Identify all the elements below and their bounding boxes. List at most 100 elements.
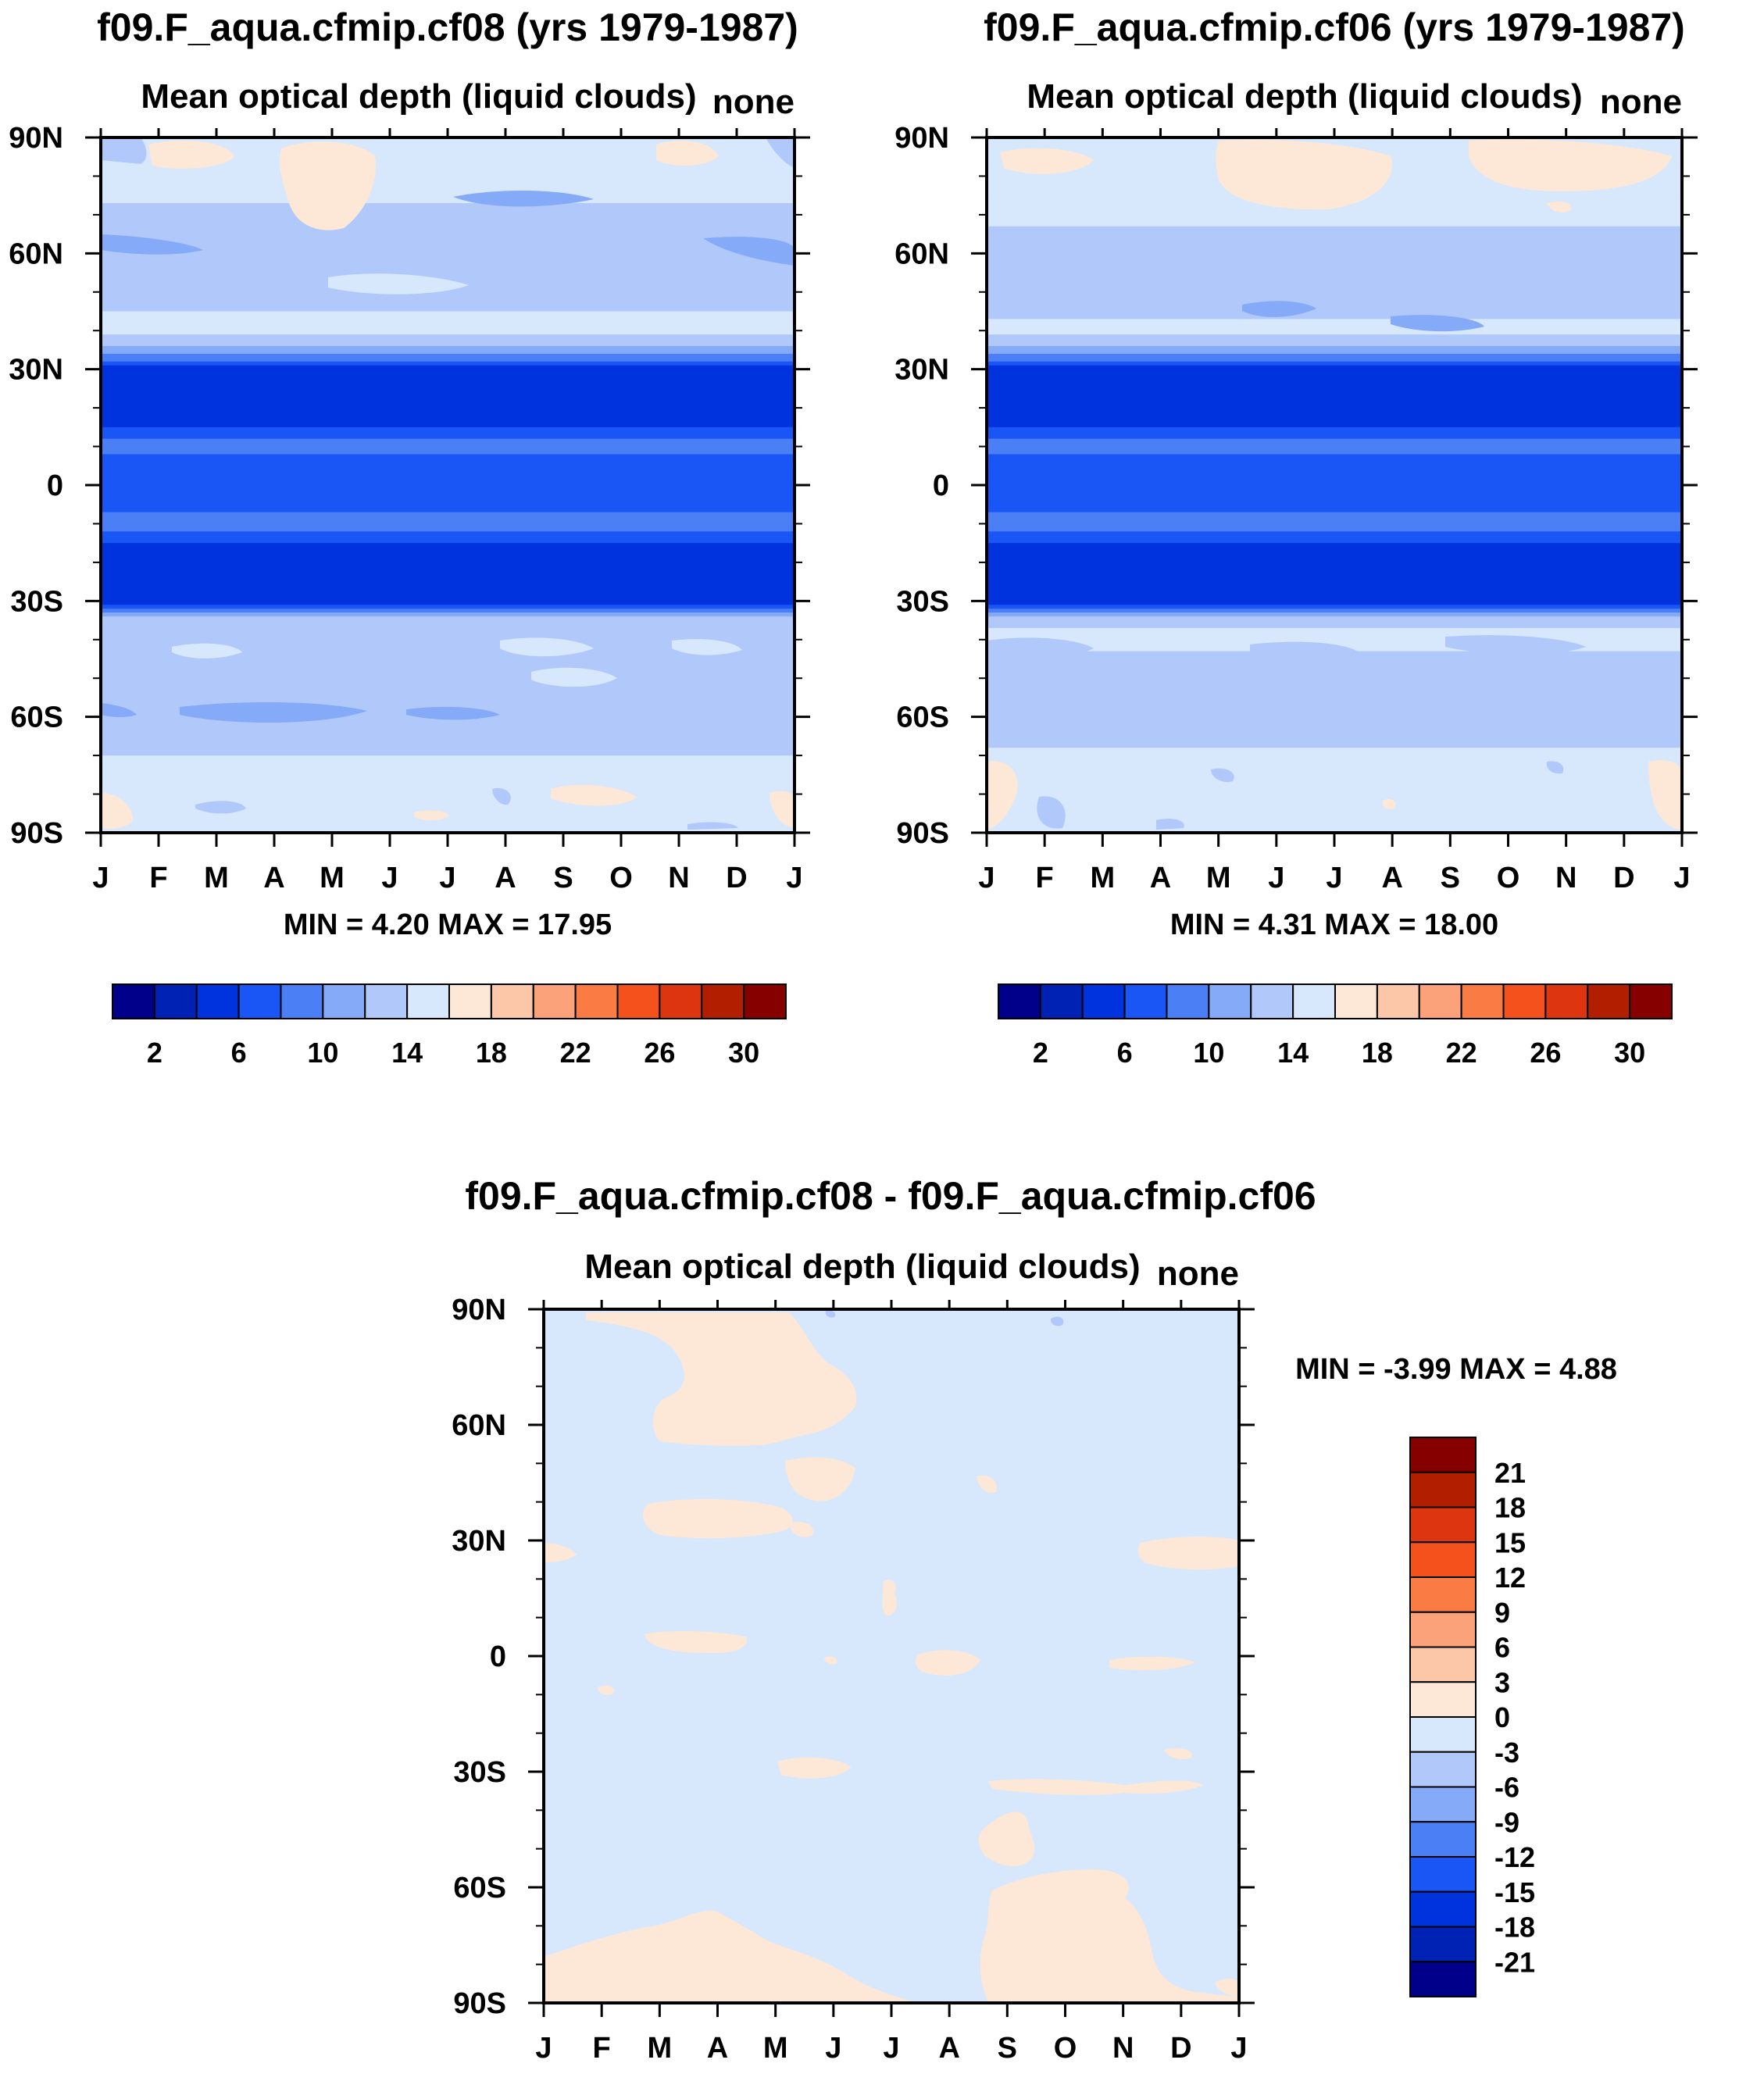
- x-tick-label: M: [1206, 862, 1231, 894]
- zonal-band: [101, 257, 795, 262]
- zonal-band: [987, 736, 1682, 741]
- zonal-band: [101, 168, 795, 173]
- contour-patch: [1546, 761, 1564, 774]
- zonal-band: [987, 724, 1682, 730]
- zonal-band: [101, 442, 795, 448]
- contour-patch: [824, 1656, 837, 1665]
- zonal-band: [987, 210, 1682, 216]
- zonal-band: [987, 740, 1682, 745]
- zonal-band: [987, 512, 1682, 517]
- zonal-band: [987, 709, 1682, 714]
- zonal-band: [101, 373, 795, 378]
- zonal-band: [987, 770, 1682, 776]
- zonal-band: [987, 825, 1682, 830]
- colorbar-label: 18: [476, 1037, 507, 1069]
- zonal-band: [987, 662, 1682, 668]
- colorbar-label: 22: [560, 1037, 591, 1069]
- zonal-band: [101, 222, 795, 227]
- contour-patch: [1109, 1656, 1195, 1671]
- zonal-band: [101, 655, 795, 660]
- colorbar-box: [490, 983, 534, 1019]
- y-tick-label: 60N: [894, 237, 949, 270]
- zonal-band: [101, 396, 795, 402]
- y-tick-label: 60S: [896, 701, 949, 734]
- zonal-band: [987, 716, 1682, 722]
- y-tick-label: 60S: [453, 1872, 506, 1904]
- zonal-band: [101, 365, 795, 370]
- zonal-band: [987, 821, 1682, 826]
- zonal-band: [101, 184, 795, 189]
- zonal-band: [987, 273, 1682, 277]
- x-tick-label: A: [495, 862, 516, 894]
- panel-difference: f09.F_aqua.cfmip.cf08 - f09.F_aqua.cfmip…: [452, 1174, 1617, 2065]
- zonal-band: [987, 481, 1682, 486]
- zonal-band: [987, 744, 1682, 749]
- zonal-band: [987, 593, 1682, 598]
- zonal-band: [987, 686, 1682, 691]
- zonal-band: [101, 763, 795, 768]
- y-tick-label: 30S: [896, 585, 949, 618]
- zonal-band: [987, 469, 1682, 475]
- zonal-band: [101, 801, 795, 807]
- zonal-band: [987, 477, 1682, 483]
- colorbar-label: -6: [1494, 1772, 1519, 1804]
- colorbar-label: 21: [1494, 1457, 1526, 1489]
- zonal-band: [987, 377, 1682, 382]
- zonal-band: [101, 469, 795, 475]
- zonal-band: [101, 694, 795, 698]
- zonal-band: [987, 705, 1682, 710]
- zonal-band: [101, 458, 795, 463]
- contour-patch: [492, 788, 511, 805]
- zonal-band: [101, 770, 795, 776]
- zonal-band: [101, 404, 795, 409]
- zonal-band: [101, 555, 795, 559]
- contour-patch: [687, 822, 738, 830]
- contour-patch: [1037, 796, 1066, 829]
- panel-right-label: none: [1157, 1255, 1239, 1293]
- zonal-band: [101, 674, 795, 680]
- zonal-band: [101, 273, 795, 277]
- colorbar-box: [237, 983, 282, 1019]
- zonal-band: [101, 651, 795, 656]
- zonal-band: [987, 438, 1682, 444]
- zonal-band: [101, 311, 795, 316]
- zonal-band: [101, 766, 795, 772]
- zonal-band: [987, 566, 1682, 571]
- zonal-band: [987, 315, 1682, 320]
- zonal-band: [101, 620, 795, 625]
- zonal-band: [987, 720, 1682, 726]
- colorbar-box: [195, 983, 240, 1019]
- zonal-band: [987, 334, 1682, 340]
- zonal-band: [101, 573, 795, 579]
- zonal-band: [987, 303, 1682, 309]
- zonal-band: [101, 740, 795, 745]
- x-tick-label: J: [1230, 2032, 1247, 2065]
- zonal-band: [987, 291, 1682, 297]
- zonal-band: [101, 666, 795, 672]
- colorbar-label: 15: [1494, 1526, 1526, 1558]
- x-tick-label: S: [553, 862, 573, 894]
- zonal-band: [101, 635, 795, 641]
- x-tick-label: F: [1036, 862, 1054, 894]
- zonal-band: [987, 207, 1682, 212]
- contour-patch: [180, 701, 367, 723]
- zonal-band: [101, 473, 795, 479]
- x-tick-label: A: [707, 2032, 728, 2065]
- zonal-band: [987, 589, 1682, 594]
- zonal-band: [101, 214, 795, 220]
- zonal-band: [987, 829, 1682, 833]
- zonal-band: [987, 809, 1682, 815]
- zonal-band: [101, 678, 795, 684]
- x-tick-label: J: [978, 862, 994, 894]
- contour-patch: [1242, 301, 1316, 317]
- zonal-band: [101, 450, 795, 455]
- x-tick-label: J: [1673, 862, 1690, 894]
- zonal-band: [987, 616, 1682, 622]
- zonal-band: [101, 701, 795, 706]
- zonal-band: [101, 148, 795, 154]
- zonal-band: [987, 682, 1682, 687]
- zonal-band: [101, 543, 795, 548]
- zonal-band: [987, 280, 1682, 285]
- zonal-band: [987, 400, 1682, 405]
- zonal-band: [987, 701, 1682, 706]
